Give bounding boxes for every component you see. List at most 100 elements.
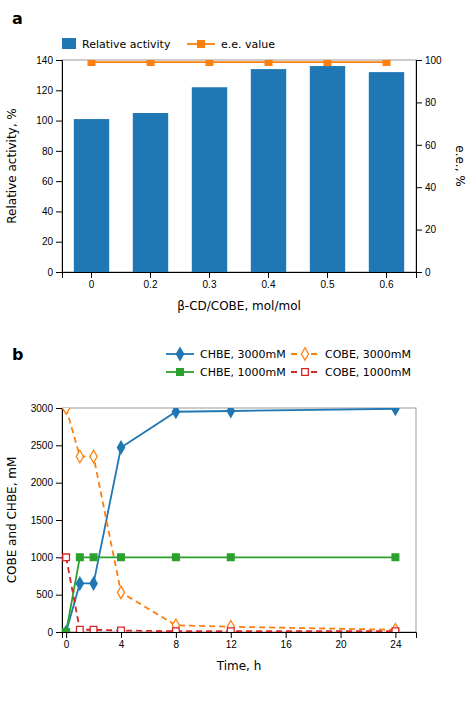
marks bbox=[74, 60, 404, 272]
legend-label: e.e. value bbox=[221, 38, 275, 51]
marker bbox=[63, 626, 70, 632]
tick: 2500 bbox=[31, 440, 62, 451]
marker bbox=[76, 626, 83, 632]
legend-label: CHBE, 3000mM bbox=[200, 348, 286, 361]
tick-mark bbox=[150, 272, 151, 278]
tick-label: 0.4 bbox=[262, 279, 276, 290]
tick-label: 0 bbox=[47, 627, 53, 638]
tick-mark bbox=[176, 632, 177, 638]
axis-line bbox=[417, 61, 423, 273]
marker bbox=[265, 60, 272, 65]
x-axis: 04812162024 bbox=[63, 632, 417, 650]
tick-mark bbox=[395, 632, 396, 638]
tick: 20 bbox=[335, 632, 347, 650]
tick-mark bbox=[56, 90, 62, 91]
plot-frame bbox=[62, 60, 416, 272]
marks bbox=[63, 408, 400, 632]
legend-marker bbox=[177, 369, 184, 376]
legend-marker bbox=[198, 41, 205, 48]
tick: 2000 bbox=[31, 477, 62, 488]
marker bbox=[147, 60, 154, 65]
legend-label: COBE, 1000mM bbox=[325, 366, 411, 379]
tick-mark bbox=[56, 60, 62, 61]
tick: 40 bbox=[416, 182, 437, 193]
tick-label: 3000 bbox=[31, 403, 54, 414]
tick-label: 1000 bbox=[31, 552, 54, 563]
legend-item: CHBE, 3000mM bbox=[166, 348, 286, 361]
tick-label: 2000 bbox=[31, 477, 54, 488]
tick-mark bbox=[56, 408, 62, 409]
tick-mark bbox=[416, 230, 422, 231]
tick-mark bbox=[56, 151, 62, 152]
marker bbox=[118, 627, 125, 632]
marker bbox=[63, 629, 70, 632]
tick-label: 80 bbox=[42, 146, 54, 157]
legend-item: e.e. value bbox=[187, 38, 275, 51]
tick-mark bbox=[56, 242, 62, 243]
bar bbox=[251, 69, 286, 272]
axis-line bbox=[63, 273, 417, 279]
tick: 0 bbox=[47, 267, 62, 278]
tick: 100 bbox=[416, 55, 442, 66]
legend-marker bbox=[176, 348, 183, 360]
tick-label: 16 bbox=[281, 639, 293, 650]
tick-mark bbox=[386, 272, 387, 278]
tick-label: 20 bbox=[335, 639, 347, 650]
legend-marker bbox=[301, 348, 308, 360]
tick: 100 bbox=[36, 115, 62, 126]
y-axis: 0 500 1000 1500 2000 2500 3000 bbox=[31, 403, 63, 638]
tick-mark bbox=[56, 483, 62, 484]
tick: 0 bbox=[89, 272, 95, 290]
tick: 0 bbox=[64, 632, 70, 650]
marker bbox=[173, 554, 180, 561]
marker bbox=[173, 628, 180, 632]
tick-mark bbox=[209, 272, 210, 278]
legend-label: Relative activity bbox=[82, 38, 171, 51]
tick-mark bbox=[286, 632, 287, 638]
tick-label: 20 bbox=[425, 224, 437, 235]
marker bbox=[392, 628, 399, 632]
tick-mark bbox=[56, 595, 62, 596]
tick-label: 60 bbox=[425, 140, 437, 151]
line bbox=[92, 61, 387, 63]
tick-label: 1500 bbox=[31, 515, 54, 526]
tick: 1000 bbox=[31, 552, 62, 563]
tick-label: 0.6 bbox=[380, 279, 394, 290]
tick: 500 bbox=[36, 589, 62, 600]
marker bbox=[90, 554, 97, 561]
tick-label: 40 bbox=[425, 182, 437, 193]
tick: 0.2 bbox=[144, 272, 158, 290]
tick-label: 100 bbox=[425, 55, 442, 66]
legend-label: COBE, 3000mM bbox=[325, 348, 411, 361]
bar bbox=[133, 113, 168, 272]
tick: 80 bbox=[42, 146, 62, 157]
axis-line bbox=[63, 633, 417, 639]
y2-axis: 020406080100 bbox=[416, 55, 442, 278]
tick-label: 0 bbox=[47, 267, 53, 278]
tick-mark bbox=[121, 632, 122, 638]
x-axis: 00.20.30.40.50.6 bbox=[63, 272, 417, 290]
tick-mark bbox=[56, 445, 62, 446]
marker bbox=[63, 554, 70, 561]
bar bbox=[74, 119, 109, 272]
tick: 0 bbox=[416, 267, 431, 278]
tick-mark bbox=[56, 272, 62, 273]
tick: 0.6 bbox=[380, 272, 394, 290]
tick-label: 0.5 bbox=[321, 279, 335, 290]
marker bbox=[227, 554, 234, 561]
marker bbox=[172, 408, 179, 418]
tick-label: 0 bbox=[425, 267, 431, 278]
tick-label: 140 bbox=[36, 55, 53, 66]
legend-item: COBE, 1000mM bbox=[291, 366, 411, 379]
tick-label: 40 bbox=[42, 206, 54, 217]
line bbox=[66, 557, 395, 632]
line bbox=[66, 408, 395, 630]
title: a bbox=[12, 9, 23, 28]
tick-label: 4 bbox=[119, 639, 125, 650]
tick-mark bbox=[56, 632, 62, 633]
bar bbox=[310, 66, 345, 272]
marker bbox=[324, 60, 331, 65]
legend-item: CHBE, 1000mM bbox=[166, 366, 286, 379]
title: b bbox=[12, 345, 23, 364]
marker bbox=[392, 624, 399, 632]
